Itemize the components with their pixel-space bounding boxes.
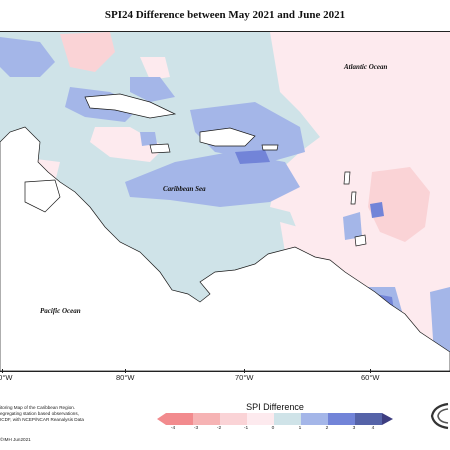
lon-label-70w: 70°W <box>235 373 254 382</box>
pacific-ocean-label: Pacific Ocean <box>40 307 81 315</box>
colorbar-segment-5 <box>274 413 301 425</box>
lon-tick-mark-60w <box>370 369 371 373</box>
land-puerto-rico <box>261 144 279 151</box>
legend-tick-label: -4 <box>170 426 176 431</box>
colorbar-segment-3 <box>220 413 247 425</box>
footnote-line-2: egregating station based observations, <box>0 411 79 416</box>
wet-anomaly-florida <box>130 77 175 102</box>
lon-label-90w: 90°W <box>0 373 13 382</box>
colorbar-segment-1 <box>166 413 193 425</box>
wet-anomaly-core-lesser <box>370 202 384 218</box>
lon-label-80w: 80°W <box>116 373 135 382</box>
legend-tick-label: -1 <box>243 426 249 431</box>
atlantic-ocean-label: Atlantic Ocean <box>344 63 388 71</box>
spi-difference-map <box>0 32 450 371</box>
land-jamaica <box>149 143 171 154</box>
credit-text: ©IMH Jun2021 <box>0 437 31 442</box>
colorbar-arrow-low <box>157 413 166 425</box>
footnote-line-1: itoring Map of the Caribbean Region. <box>0 405 76 410</box>
land-hispaniola <box>199 127 256 147</box>
legend-tick-label: 0 <box>271 426 275 431</box>
colorbar-segment-4 <box>247 413 274 425</box>
land-lesser-antilles-b <box>350 191 357 205</box>
land-mexico-central-america <box>0 126 450 371</box>
legend-tick-label: 4 <box>371 426 375 431</box>
land-and-coastlines <box>0 93 450 371</box>
legend-tick-label: 1 <box>298 426 302 431</box>
lon-tick-mark-70w <box>244 369 245 373</box>
wet-anomaly-north <box>0 37 55 77</box>
land-trinidad <box>354 234 367 247</box>
map-panel <box>0 31 450 372</box>
agency-logo-icon <box>430 402 449 430</box>
map-footnote: itoring Map of the Caribbean Region. egr… <box>0 405 110 423</box>
colorbar-arrow-high <box>382 413 393 425</box>
legend-tick-label: -2 <box>216 426 222 431</box>
colorbar-segment-6 <box>301 413 328 425</box>
footnote-line-3: ICDF, with NCEP/NCAR Reanalysis Data <box>0 417 84 422</box>
wet-anomaly-small-west <box>140 132 157 146</box>
dry-anomaly-atlantic <box>270 32 450 371</box>
land-yucatan <box>24 179 61 213</box>
dry-anomaly-bahamas <box>140 57 170 80</box>
legend-title: SPI Difference <box>246 402 304 412</box>
colorbar-segment-7 <box>328 413 355 425</box>
legend-tick-label: 3 <box>352 426 356 431</box>
legend-tick-label: -3 <box>193 426 199 431</box>
lon-tick-mark-90w <box>2 369 3 373</box>
colorbar-segment-2 <box>193 413 220 425</box>
lon-label-60w: 60°W <box>361 373 380 382</box>
dry-anomaly-cuba <box>90 127 165 162</box>
land-lesser-antilles-a <box>343 171 351 185</box>
dry-anomaly-east <box>368 167 430 242</box>
land-cuba <box>84 93 177 119</box>
dry-anomaly-north <box>60 32 115 72</box>
lon-tick-mark-80w <box>125 369 126 373</box>
colorbar-segment-8 <box>355 413 382 425</box>
legend-tick-label: 2 <box>325 426 329 431</box>
wet-anomaly-caribbean <box>125 152 300 207</box>
caribbean-sea-label: Caribbean Sea <box>163 185 206 193</box>
wet-anomaly-lesser-antilles <box>343 212 362 240</box>
wet-anomaly-core <box>235 150 270 164</box>
map-title: SPI24 Difference between May 2021 and Ju… <box>104 9 346 21</box>
spi-colorbar <box>157 413 393 425</box>
